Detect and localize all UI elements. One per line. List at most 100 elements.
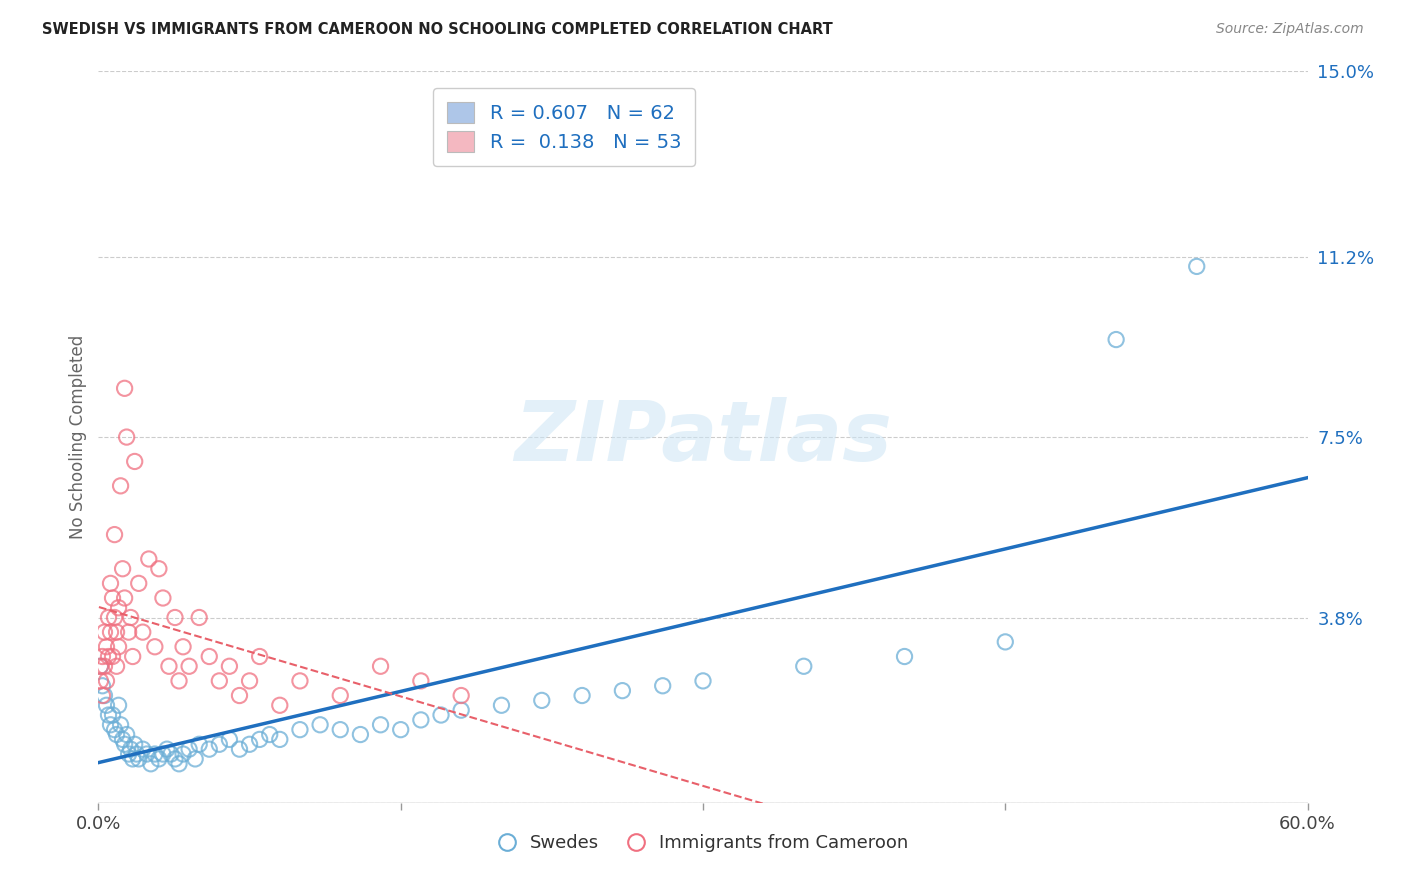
Point <box>692 673 714 688</box>
Point <box>89 659 111 673</box>
Point <box>389 723 412 737</box>
Point <box>105 659 128 673</box>
Point <box>309 718 332 732</box>
Point <box>118 747 141 761</box>
Point <box>349 727 371 741</box>
Point <box>101 649 124 664</box>
Point <box>111 732 134 747</box>
Point <box>450 703 472 717</box>
Point <box>107 640 129 654</box>
Point <box>208 737 231 751</box>
Point <box>172 747 194 761</box>
Point <box>228 742 250 756</box>
Point <box>167 756 190 771</box>
Point <box>91 689 114 703</box>
Point <box>89 659 111 673</box>
Point <box>118 625 141 640</box>
Point <box>184 752 207 766</box>
Point <box>120 610 142 624</box>
Point <box>114 381 136 395</box>
Point <box>139 756 162 771</box>
Point <box>491 698 513 713</box>
Point <box>198 742 221 756</box>
Point <box>370 718 392 732</box>
Point <box>612 683 634 698</box>
Point <box>530 693 553 707</box>
Point <box>97 610 120 624</box>
Y-axis label: No Schooling Completed: No Schooling Completed <box>69 335 87 539</box>
Point <box>188 737 211 751</box>
Point <box>156 742 179 756</box>
Point <box>269 732 291 747</box>
Point <box>105 625 128 640</box>
Point <box>218 659 240 673</box>
Point <box>128 576 150 591</box>
Point <box>143 747 166 761</box>
Point <box>107 698 129 713</box>
Point <box>132 742 155 756</box>
Point <box>114 737 136 751</box>
Point <box>208 673 231 688</box>
Point <box>571 689 593 703</box>
Point <box>103 527 125 541</box>
Point <box>288 673 311 688</box>
Point <box>121 752 143 766</box>
Point <box>157 659 180 673</box>
Point <box>93 625 115 640</box>
Point <box>101 708 124 723</box>
Point <box>100 718 122 732</box>
Point <box>152 747 174 761</box>
Point <box>167 673 190 688</box>
Point <box>409 713 432 727</box>
Point <box>100 625 122 640</box>
Point <box>101 591 124 605</box>
Point <box>124 454 146 468</box>
Text: Source: ZipAtlas.com: Source: ZipAtlas.com <box>1216 22 1364 37</box>
Point <box>115 430 138 444</box>
Point <box>100 576 122 591</box>
Point <box>329 689 352 703</box>
Point <box>93 659 115 673</box>
Point <box>124 737 146 751</box>
Point <box>179 659 201 673</box>
Point <box>329 723 352 737</box>
Point <box>97 708 120 723</box>
Point <box>89 673 111 688</box>
Point <box>163 610 186 624</box>
Point <box>249 649 271 664</box>
Point <box>249 732 271 747</box>
Point <box>114 591 136 605</box>
Point <box>198 649 221 664</box>
Point <box>135 747 157 761</box>
Point <box>239 737 262 751</box>
Point <box>269 698 291 713</box>
Point <box>103 610 125 624</box>
Point <box>97 649 120 664</box>
Point <box>793 659 815 673</box>
Point <box>105 727 128 741</box>
Point <box>110 718 132 732</box>
Point <box>430 708 453 723</box>
Point <box>111 562 134 576</box>
Point <box>128 752 150 766</box>
Point <box>288 723 311 737</box>
Point <box>132 625 155 640</box>
Point <box>121 649 143 664</box>
Point <box>450 689 472 703</box>
Text: SWEDISH VS IMMIGRANTS FROM CAMEROON NO SCHOOLING COMPLETED CORRELATION CHART: SWEDISH VS IMMIGRANTS FROM CAMEROON NO S… <box>42 22 832 37</box>
Point <box>370 659 392 673</box>
Point <box>259 727 281 741</box>
Point <box>107 600 129 615</box>
Point <box>148 562 170 576</box>
Legend: Swedes, Immigrants from Cameroon: Swedes, Immigrants from Cameroon <box>491 827 915 860</box>
Point <box>148 752 170 766</box>
Point <box>160 747 183 761</box>
Point <box>1105 333 1128 347</box>
Point <box>96 640 118 654</box>
Point <box>994 635 1017 649</box>
Point <box>228 689 250 703</box>
Point <box>179 742 201 756</box>
Point <box>218 732 240 747</box>
Point <box>172 640 194 654</box>
Point <box>110 479 132 493</box>
